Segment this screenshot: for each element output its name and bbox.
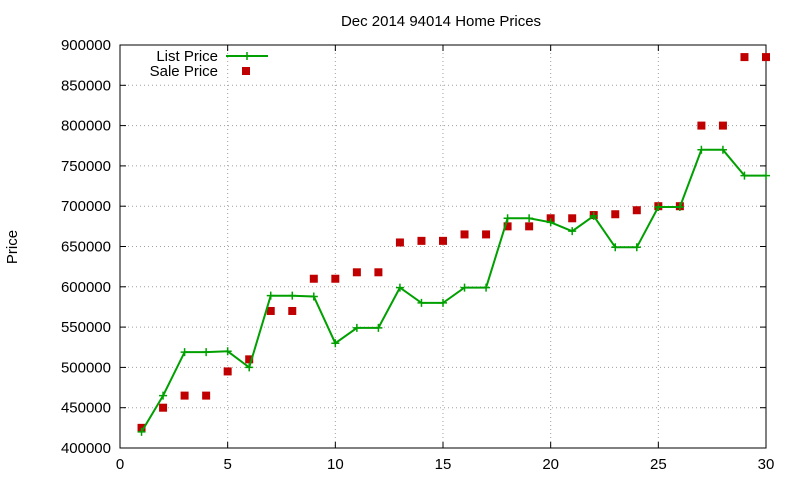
sale-price-point xyxy=(632,206,641,215)
y-axis-label: Price xyxy=(4,230,21,264)
list-price-point xyxy=(245,363,254,372)
sale-price-point xyxy=(159,403,168,412)
y-tick-label: 500000 xyxy=(61,359,111,376)
list-price-point xyxy=(546,218,555,227)
legend-marker-list-price xyxy=(243,52,251,60)
list-price-point xyxy=(632,243,641,252)
list-price-point xyxy=(137,427,146,436)
y-tick-label: 600000 xyxy=(61,279,111,296)
list-price-point xyxy=(309,292,318,301)
list-price-line xyxy=(140,148,766,433)
sale-price-point xyxy=(740,53,749,62)
x-tick-label: 5 xyxy=(223,456,231,473)
list-price-point xyxy=(202,348,211,357)
y-tick-label: 700000 xyxy=(61,198,111,215)
list-price-point xyxy=(740,171,749,180)
legend-label-sale-price: Sale Price xyxy=(150,63,218,80)
y-tick-label: 450000 xyxy=(61,400,111,417)
sale-price-point xyxy=(568,214,577,223)
list-price-point xyxy=(439,298,447,307)
sale-price-point xyxy=(762,53,770,62)
y-tick-label: 750000 xyxy=(61,158,111,175)
sale-price-point xyxy=(352,268,361,277)
sale-price-point xyxy=(460,230,469,239)
list-price-point xyxy=(654,203,663,212)
y-tick-label: 900000 xyxy=(61,37,111,54)
grid-lines xyxy=(120,45,766,448)
legend-symbol-sale-price xyxy=(242,67,250,75)
list-price-point xyxy=(525,214,534,223)
x-tick-label: 15 xyxy=(435,456,452,473)
list-price-point xyxy=(589,211,598,220)
list-price-point xyxy=(568,227,577,236)
series xyxy=(137,53,770,436)
sale-price-point xyxy=(697,121,706,130)
sale-price-point xyxy=(395,238,404,247)
sale-price-point xyxy=(611,210,620,219)
list-price-point xyxy=(288,291,297,300)
list-price-point xyxy=(352,323,361,332)
list-price-point xyxy=(374,323,383,332)
list-price-point xyxy=(718,145,727,154)
list-price-point xyxy=(159,391,168,400)
list-price-point xyxy=(395,283,404,292)
x-tick-label: 10 xyxy=(327,456,344,473)
legend-symbol-list-price xyxy=(226,52,268,60)
y-tick-label: 850000 xyxy=(61,77,111,94)
list-price-point xyxy=(482,283,491,292)
list-price-point xyxy=(697,145,706,154)
sale-price-point xyxy=(288,306,297,315)
sale-price-point xyxy=(525,222,534,231)
legend-marker-sale-price xyxy=(242,67,250,75)
list-price-point xyxy=(611,243,620,252)
sale-price-point xyxy=(266,306,275,315)
list-price-point xyxy=(331,339,340,348)
chart-title: Dec 2014 94014 Home Prices xyxy=(341,13,541,30)
sale-price-point xyxy=(223,367,232,376)
x-tick-label: 20 xyxy=(542,456,559,473)
y-tick-label: 800000 xyxy=(61,118,111,135)
list-price-point xyxy=(223,347,232,356)
legend: List Price Sale Price xyxy=(150,48,268,80)
x-tick-label: 0 xyxy=(116,456,124,473)
list-price-point xyxy=(417,298,426,307)
sale-price-point xyxy=(331,274,340,283)
sale-price-point xyxy=(137,423,146,432)
sale-price-point xyxy=(718,121,727,130)
x-tick-label: 25 xyxy=(650,456,667,473)
x-tick-label: 30 xyxy=(758,456,775,473)
tick-marks xyxy=(119,44,767,449)
sale-price-point xyxy=(309,274,318,283)
list-price-point xyxy=(460,283,469,292)
sale-price-point xyxy=(482,230,491,239)
sale-price-point xyxy=(439,236,447,245)
list-price-point xyxy=(675,203,684,212)
sale-price-point xyxy=(503,222,512,231)
sale-price-point xyxy=(374,268,383,277)
legend-label-list-price: List Price xyxy=(156,48,218,65)
sale-price-point xyxy=(180,391,189,400)
y-tick-label: 400000 xyxy=(61,440,111,457)
list-price-point xyxy=(180,348,189,357)
list-price-point xyxy=(762,171,770,180)
sale-price-point xyxy=(417,236,426,245)
y-tick-label: 650000 xyxy=(61,239,111,256)
sale-price-point xyxy=(546,214,555,223)
sale-price-point xyxy=(202,391,211,400)
list-price-point xyxy=(266,291,275,300)
sale-price-point xyxy=(245,355,254,364)
list-price-point xyxy=(503,214,512,223)
tick-labels: 0 5 10 15 20 25 30 400000 450000 500000 550000 6000… xyxy=(61,37,774,473)
y-tick-label: 550000 xyxy=(61,319,111,336)
